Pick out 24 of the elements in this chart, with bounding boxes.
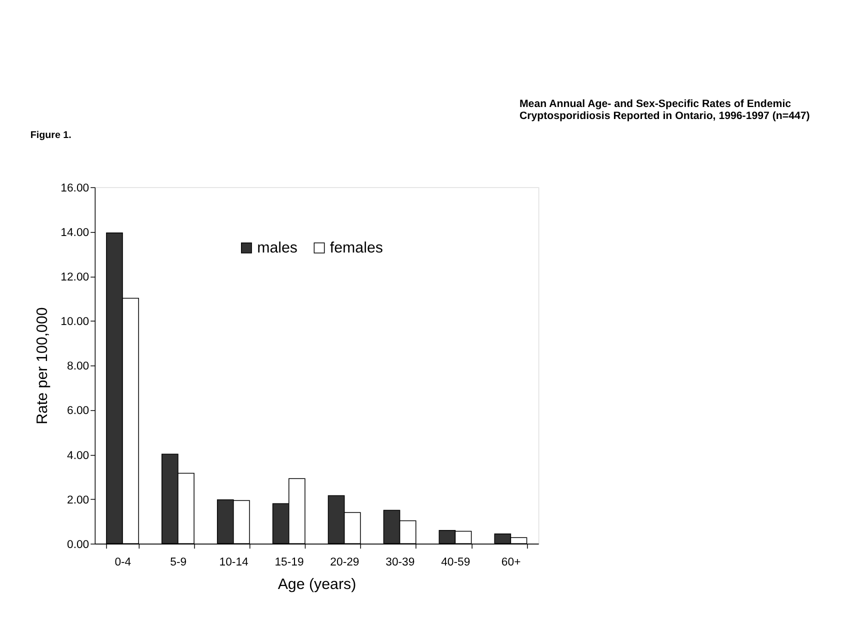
text: Mean Annual Age- and Sex-Specific Rates of Endemic [519, 98, 792, 110]
text: Cryptosporidiosis Reported in Ontario, 1996-1997 (n=447) [519, 110, 810, 122]
y-tick-label: 8.00 [66, 360, 90, 373]
y-tick-label: 4.00 [66, 450, 90, 462]
caption: Figure 1. [30, 130, 72, 141]
x-tick-label: 20-29 [330, 556, 360, 568]
x-tick-label: 60+ [501, 556, 522, 568]
legend-label: males [257, 239, 298, 256]
x-tick-label: 0-4 [114, 556, 132, 568]
y-tick-label: 10.00 [60, 316, 90, 328]
y-tick-label: 12.00 [60, 272, 90, 284]
legend-label: females [330, 239, 384, 256]
x-tick-label: 40-59 [441, 556, 470, 568]
y-axis-title: Rate per 100,000 [34, 307, 51, 424]
x-tick-label: 15-19 [274, 556, 304, 568]
y-tick-label: 14.00 [60, 226, 90, 239]
x-tick-label: 5-9 [170, 556, 187, 568]
y-tick-label: 2.00 [66, 494, 90, 506]
y-tick-label: 6.00 [66, 405, 90, 418]
x-axis-title: Age (years) [278, 576, 356, 593]
y-tick-label: 0.00 [66, 538, 90, 551]
x-tick-label: 10-14 [219, 556, 248, 568]
y-tick-label: 16.00 [60, 182, 90, 194]
x-tick-label: 30-39 [386, 556, 415, 568]
